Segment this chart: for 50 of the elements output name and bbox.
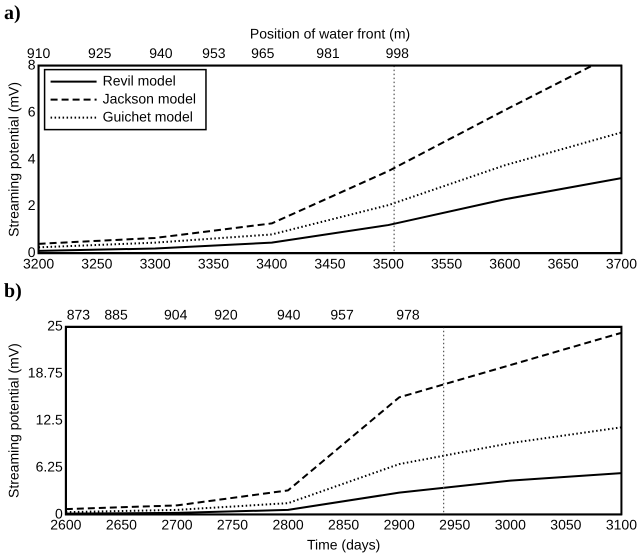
x-axis-title: Time (days) — [306, 536, 380, 552]
x-tick-label: 3250 — [81, 255, 113, 272]
x-tick-label: 3300 — [140, 255, 171, 272]
chart-title: a) — [4, 2, 21, 24]
x2-tick-label: 940 — [149, 45, 173, 62]
x-tick-label: 2850 — [328, 516, 360, 533]
x2-tick-label: 904 — [164, 306, 188, 322]
x2-axis-title: Position of water front (m) — [250, 25, 410, 42]
x2-tick-label: 925 — [88, 45, 112, 62]
y-tick-label: 4 — [28, 150, 36, 166]
x-tick-label: 3100 — [606, 516, 638, 533]
x2-tick-label: 965 — [251, 45, 275, 62]
y-tick-label: 2 — [28, 197, 36, 214]
x-tick-label: 2650 — [106, 516, 138, 533]
x-tick-label: 3050 — [550, 516, 582, 533]
x2-tick-label: 998 — [386, 45, 410, 62]
y-tick-label: 25 — [47, 318, 64, 334]
x2-tick-label: 978 — [396, 306, 420, 322]
x2-tick-label: 920 — [214, 306, 238, 322]
x-tick-label: 2800 — [272, 516, 304, 533]
y-tick-label: 6.25 — [36, 458, 64, 474]
x-tick-label: 2900 — [384, 516, 415, 533]
x-tick-label: 3600 — [489, 255, 521, 272]
x-tick-label: 3550 — [430, 255, 462, 272]
legend-label: Revil model — [102, 72, 176, 88]
x-tick-label: 3650 — [548, 255, 579, 272]
legend-label: Jackson model — [102, 90, 196, 106]
legend-label: Guichet model — [102, 108, 193, 124]
y-axis-title: Streaming potential (mV) — [5, 82, 22, 237]
y-tick-label: 12.5 — [36, 411, 64, 428]
y-tick-label: 18.75 — [28, 364, 64, 381]
x-tick-label: 3450 — [314, 255, 346, 272]
x-tick-label: 3350 — [198, 255, 230, 272]
y-axis-title: Streaming potential (mV) — [5, 343, 22, 498]
x-tick-label: 3700 — [606, 255, 638, 272]
x2-tick-label: 873 — [66, 306, 90, 322]
x-tick-label: 3400 — [256, 255, 288, 272]
x-tick-label: 2700 — [161, 516, 193, 533]
x2-tick-label: 885 — [104, 306, 128, 322]
chart-title: b) — [4, 280, 22, 302]
x2-tick-label: 953 — [202, 45, 226, 62]
y-tick-label: 6 — [28, 103, 36, 120]
x2-tick-label: 940 — [277, 306, 301, 322]
x-tick-label: 3500 — [372, 255, 404, 272]
x-tick-label: 2750 — [216, 516, 248, 533]
x-tick-label: 2950 — [439, 516, 471, 533]
x2-tick-label: 957 — [330, 306, 354, 322]
x-tick-label: 3000 — [494, 516, 526, 533]
x2-tick-label: 981 — [316, 45, 340, 62]
y-tick-label: 0 — [55, 505, 64, 522]
